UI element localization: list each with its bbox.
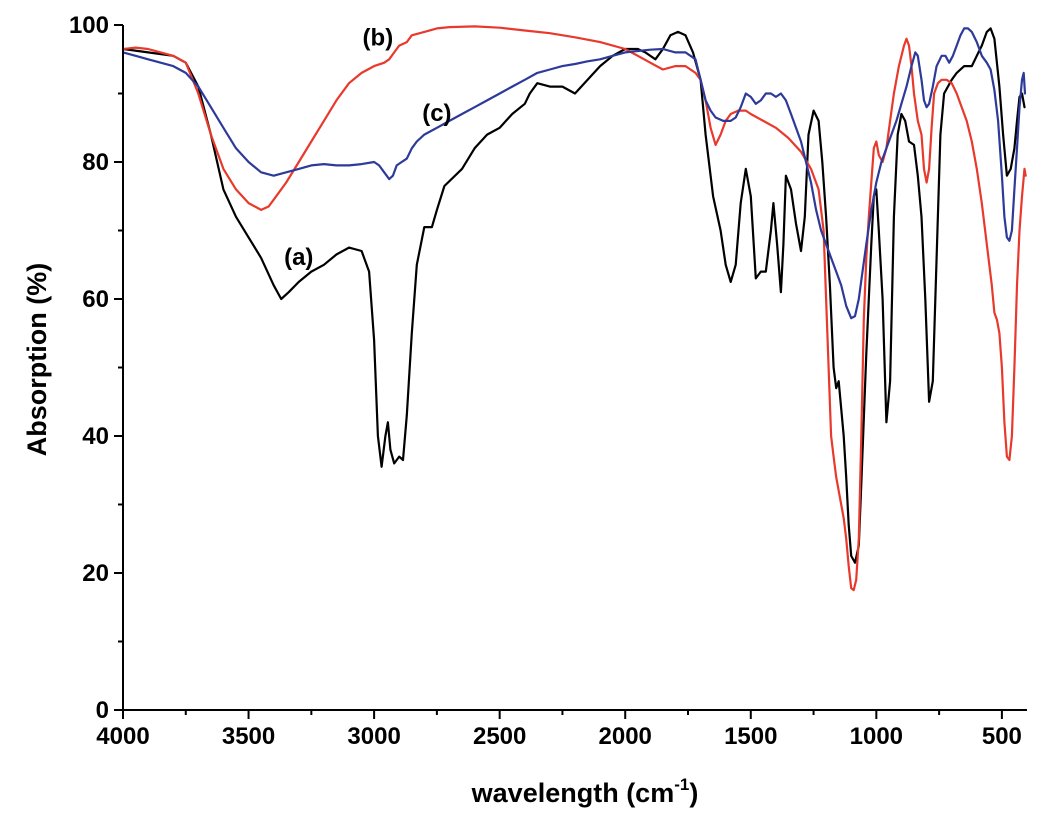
x-tick-label: 2000 <box>599 723 652 750</box>
labels-layer: (a) (b) (c) wavelength (cm-1) Absorption (%) <box>22 25 698 808</box>
series-label-a: (a) <box>284 244 313 271</box>
x-tick-label: 3500 <box>222 723 275 750</box>
x-tick-label: 500 <box>982 723 1022 750</box>
y-tick-label: 100 <box>69 12 109 39</box>
x-tick-label: 1000 <box>850 723 903 750</box>
x-tick-label: 2500 <box>473 723 526 750</box>
y-tick-label: 80 <box>82 149 109 176</box>
series-line-a <box>121 27 1026 564</box>
x-tick-label: 3000 <box>347 723 400 750</box>
y-tick-label: 20 <box>82 560 109 587</box>
series-line-c <box>121 27 1027 320</box>
series-label-b: (b) <box>363 25 394 52</box>
axes-layer: 4000 3500 3000 2500 2000 1500 1000 500 0 20 40 60 80… <box>69 12 1027 750</box>
y-tick-label: 60 <box>82 286 109 313</box>
series-label-c: (c) <box>422 100 451 127</box>
x-axis-title: wavelength (cm-1) <box>471 775 699 808</box>
series-line-b <box>121 25 1027 592</box>
x-tick-label: 4000 <box>96 723 149 750</box>
y-tick-label: 0 <box>96 697 109 724</box>
x-tick-label: 1500 <box>724 723 777 750</box>
y-tick-label: 40 <box>82 423 109 450</box>
series-layer <box>121 25 1027 592</box>
y-axis-title: Absorption (%) <box>22 263 52 456</box>
